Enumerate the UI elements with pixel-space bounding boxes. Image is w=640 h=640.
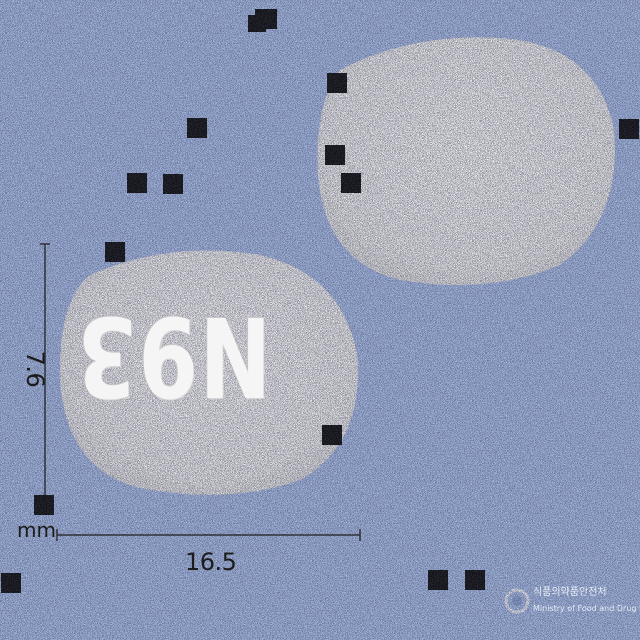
height-measurement-label: 7.6 — [21, 350, 49, 388]
tablet-imprint-text: N93 — [75, 292, 272, 420]
watermark-korean-text: 식품의약품안전처 — [533, 587, 607, 598]
width-measurement-label: 16.5 — [185, 548, 237, 576]
unit-label: mm — [17, 518, 56, 542]
watermark: 식품의약품안전처 Ministry of Food and Drug Safet… — [505, 582, 640, 622]
watermark-english-text: Ministry of Food and Drug Safety — [533, 604, 640, 613]
